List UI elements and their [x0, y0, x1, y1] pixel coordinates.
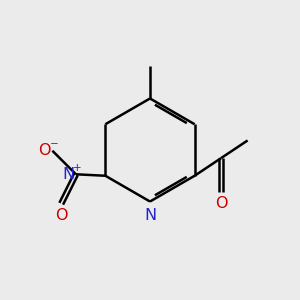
Text: N: N — [144, 208, 156, 223]
Text: O: O — [215, 196, 227, 211]
Text: N: N — [62, 167, 74, 182]
Text: +: + — [74, 163, 82, 173]
Text: O: O — [38, 143, 51, 158]
Text: O: O — [55, 208, 68, 223]
Text: −: − — [50, 139, 58, 149]
